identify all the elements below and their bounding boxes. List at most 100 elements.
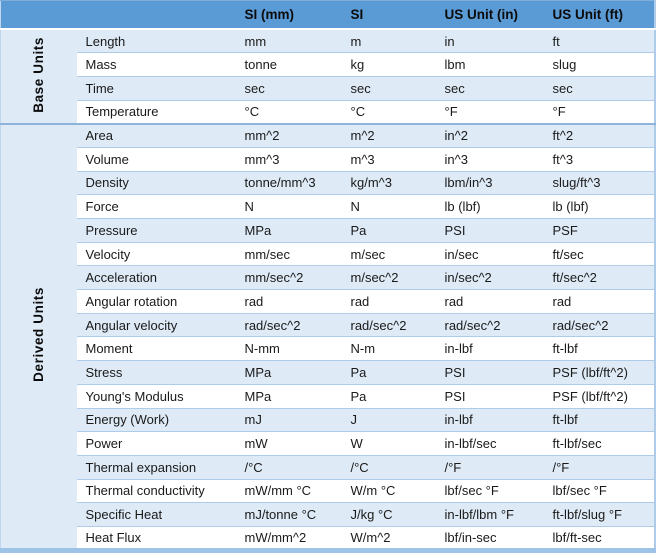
- unit-cell: tonne/mm^3: [240, 171, 347, 196]
- unit-cell: rad/sec^2: [240, 313, 347, 338]
- unit-cell: m: [346, 29, 441, 54]
- unit-cell: ft/sec^2: [548, 265, 655, 291]
- section-derived-units: Derived Units Area mm^2 m^2 in^2 ft^2 Vo…: [0, 123, 655, 551]
- unit-cell: rad: [240, 289, 347, 314]
- unit-cell: /°F: [440, 455, 549, 480]
- table-header: SI (mm) SI US Unit (in) US Unit (ft): [0, 0, 655, 30]
- quantity-label: Temperature: [76, 100, 241, 125]
- unit-cell: W/m^2: [346, 526, 441, 551]
- unit-cell: rad/sec^2: [346, 313, 441, 338]
- section-label-text: Derived Units: [31, 287, 47, 383]
- unit-cell: PSF (lbf/ft^2): [548, 360, 655, 385]
- unit-cell: in: [440, 29, 549, 54]
- unit-cell: PSF: [548, 218, 655, 243]
- unit-cell: in^2: [440, 123, 549, 148]
- unit-cell: Pa: [346, 218, 441, 243]
- unit-cell: MPa: [240, 218, 347, 243]
- unit-cell: rad/sec^2: [548, 313, 655, 338]
- unit-cell: in/sec: [440, 242, 549, 267]
- unit-cell: m^2: [346, 123, 441, 148]
- unit-cell: ft^2: [548, 123, 655, 148]
- units-conversion-table: SI (mm) SI US Unit (in) US Unit (ft) Bas…: [0, 0, 656, 553]
- section-label-text: Base Units: [31, 36, 47, 113]
- unit-cell: mW/mm °C: [240, 479, 347, 504]
- column-header-si: SI: [346, 0, 441, 30]
- table-row: Mass tonne kg lbm slug: [1, 52, 655, 77]
- unit-cell: lb (lbf): [548, 194, 655, 219]
- quantity-label: Thermal conductivity: [76, 479, 241, 504]
- unit-cell: Pa: [346, 360, 441, 385]
- unit-cell: mm/sec^2: [240, 265, 347, 291]
- unit-cell: °C: [346, 100, 441, 125]
- unit-cell: m^3: [346, 147, 441, 172]
- unit-cell: lbf/sec °F: [548, 479, 655, 504]
- quantity-label: Pressure: [76, 218, 241, 243]
- unit-cell: °F: [440, 100, 549, 125]
- quantity-label: Force: [76, 194, 241, 219]
- unit-cell: lbf/sec °F: [440, 479, 549, 504]
- quantity-label: Acceleration: [76, 265, 241, 291]
- unit-cell: in/sec^2: [440, 265, 549, 291]
- unit-cell: sec: [346, 76, 441, 101]
- unit-cell: slug: [548, 52, 655, 77]
- unit-cell: mW/mm^2: [240, 526, 347, 551]
- table-row: Angular rotation rad rad rad rad: [1, 289, 655, 314]
- table-row: Velocity mm/sec m/sec in/sec ft/sec: [1, 242, 655, 267]
- unit-cell: ft-lbf: [548, 408, 655, 433]
- table-row: Stress MPa Pa PSI PSF (lbf/ft^2): [1, 360, 655, 385]
- unit-cell: W: [346, 431, 441, 456]
- unit-cell: m/sec: [346, 242, 441, 267]
- table-row: Power mW W in-lbf/sec ft-lbf/sec: [1, 431, 655, 456]
- unit-cell: MPa: [240, 384, 347, 409]
- unit-cell: N: [240, 194, 347, 219]
- quantity-label: Mass: [76, 52, 241, 77]
- unit-cell: ft^3: [548, 147, 655, 172]
- quantity-label: Angular velocity: [76, 313, 241, 338]
- header-empty-cell: [0, 0, 77, 30]
- quantity-label: Power: [76, 431, 241, 456]
- unit-cell: rad: [346, 289, 441, 314]
- unit-cell: /°C: [240, 455, 347, 480]
- table-row: Derived Units Area mm^2 m^2 in^2 ft^2: [0, 123, 655, 551]
- table-row: Time sec sec sec sec: [1, 76, 655, 101]
- unit-cell: ft-lbf/sec: [548, 431, 655, 456]
- table-row: Heat Flux mW/mm^2 W/m^2 lbf/in-sec lbf/f…: [1, 526, 655, 551]
- unit-cell: rad: [440, 289, 549, 314]
- quantity-label: Stress: [76, 360, 241, 385]
- quantity-label: Young's Modulus: [76, 384, 241, 409]
- table-row: Specific Heat mJ/tonne °C J/kg °C in-lbf…: [1, 502, 655, 527]
- table-row: Moment N-mm N-m in-lbf ft-lbf: [1, 336, 655, 362]
- unit-cell: N: [346, 194, 441, 219]
- unit-cell: sec: [548, 76, 655, 101]
- unit-cell: Pa: [346, 384, 441, 409]
- unit-cell: in-lbf: [440, 336, 549, 362]
- quantity-label: Area: [76, 123, 241, 148]
- table-row: Volume mm^3 m^3 in^3 ft^3: [1, 147, 655, 172]
- unit-cell: rad: [548, 289, 655, 314]
- header-row: SI (mm) SI US Unit (in) US Unit (ft): [0, 0, 655, 30]
- unit-cell: mm/sec: [240, 242, 347, 267]
- unit-cell: lbf/in-sec: [440, 526, 549, 551]
- unit-cell: lbf/ft-sec: [548, 526, 655, 551]
- unit-cell: °C: [240, 100, 347, 125]
- unit-cell: tonne: [240, 52, 347, 77]
- quantity-label: Velocity: [76, 242, 241, 267]
- table-row: Young's Modulus MPa Pa PSI PSF (lbf/ft^2…: [1, 384, 655, 409]
- quantity-label: Time: [76, 76, 241, 101]
- table-row: Angular velocity rad/sec^2 rad/sec^2 rad…: [1, 313, 655, 338]
- unit-cell: sec: [240, 76, 347, 101]
- quantity-label: Heat Flux: [76, 526, 241, 551]
- table-row: Force N N lb (lbf) lb (lbf): [1, 194, 655, 219]
- unit-cell: mJ/tonne °C: [240, 502, 347, 527]
- unit-cell: lbm/in^3: [440, 171, 549, 196]
- table-row: Base Units Length mm m in ft: [0, 29, 655, 125]
- unit-cell: J/kg °C: [346, 502, 441, 527]
- unit-cell: kg/m^3: [346, 171, 441, 196]
- unit-cell: in-lbf/lbm °F: [440, 502, 549, 527]
- unit-cell: mW: [240, 431, 347, 456]
- unit-cell: mm^3: [240, 147, 347, 172]
- unit-cell: slug/ft^3: [548, 171, 655, 196]
- column-header-us-in: US Unit (in): [440, 0, 549, 30]
- quantity-label: Specific Heat: [76, 502, 241, 527]
- quantity-label: Energy (Work): [76, 408, 241, 433]
